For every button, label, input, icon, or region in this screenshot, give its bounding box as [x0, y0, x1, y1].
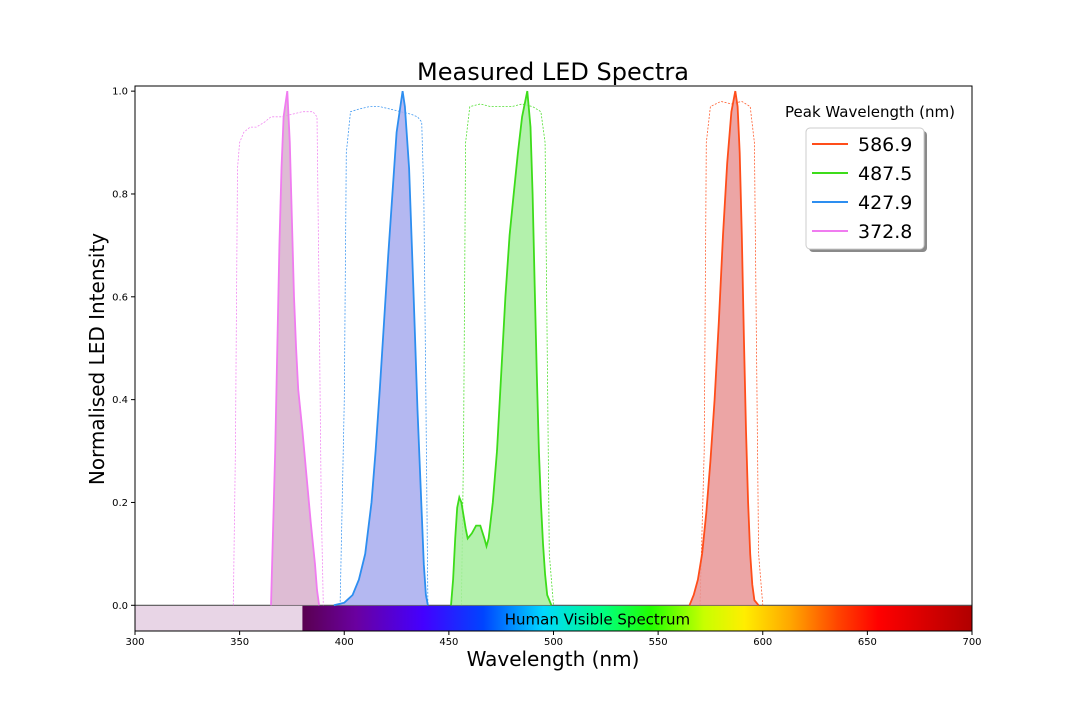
- y-tick-label-1: 0.2: [112, 498, 128, 509]
- series-line-2: [333, 90, 429, 607]
- x-tick-label-6: 600: [753, 637, 772, 648]
- series-line-0: [688, 90, 760, 606]
- x-axis: 300 350 400 450 500 550 600 650 700: [125, 631, 982, 648]
- chart-title: Measured LED Spectra: [417, 58, 689, 86]
- series-line-1: [450, 90, 553, 606]
- x-tick-label-1: 350: [230, 637, 249, 648]
- x-tick-label-2: 400: [335, 637, 354, 648]
- x-tick-label-8: 700: [962, 637, 981, 648]
- legend-entry-1: 487.5: [858, 163, 912, 185]
- filter-curve-2: [339, 106, 429, 606]
- series-fill-1: [451, 91, 552, 606]
- y-tick-label-4: 0.8: [112, 189, 128, 200]
- legend: Peak Wavelength (nm) 586.9 487.5 427.9 372.…: [785, 103, 955, 252]
- x-tick-label-3: 450: [439, 637, 458, 648]
- led-series: [270, 90, 760, 607]
- legend-box: [805, 127, 925, 250]
- uv-band: [135, 605, 303, 631]
- legend-title: Peak Wavelength (nm): [785, 103, 955, 121]
- y-tick-label-2: 0.4: [112, 395, 128, 406]
- x-tick-label-0: 300: [125, 637, 144, 648]
- y-tick-label-5: 1.0: [112, 87, 128, 98]
- series-fill-3: [271, 91, 320, 606]
- x-tick-label-7: 650: [858, 637, 877, 648]
- series-line-3: [270, 90, 320, 606]
- spectrum-band: Human Visible Spectrum: [135, 604, 972, 631]
- visible-band-label: Human Visible Spectrum: [505, 610, 690, 628]
- y-axis: 0.0 0.2 0.4 0.6 0.8 1.0: [112, 87, 135, 612]
- y-tick-label-3: 0.6: [112, 292, 128, 303]
- x-tick-label-5: 550: [649, 637, 668, 648]
- x-tick-label-4: 500: [544, 637, 563, 648]
- y-tick-label-0: 0.0: [112, 601, 128, 612]
- legend-entry-0: 586.9: [858, 134, 912, 156]
- legend-entry-3: 372.8: [858, 221, 912, 243]
- x-axis-label: Wavelength (nm): [467, 647, 640, 671]
- legend-entry-2: 427.9: [858, 192, 912, 214]
- y-axis-label: Normalised LED Intensity: [85, 233, 109, 485]
- series-fill-2: [333, 91, 428, 606]
- visible-band: [302, 605, 972, 631]
